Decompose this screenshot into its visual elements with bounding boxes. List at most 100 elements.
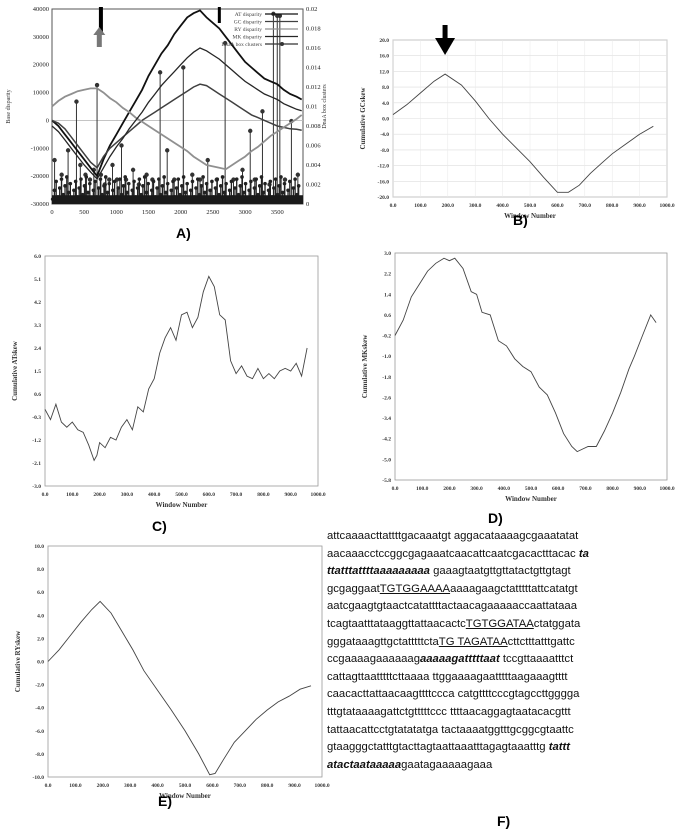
x-axis-title: Window Number bbox=[156, 501, 208, 509]
y-tick-label: 6.0 bbox=[37, 590, 44, 596]
dnaa-peak-marker bbox=[222, 40, 228, 46]
y2-tick-label: 0.01 bbox=[306, 104, 317, 111]
dnaa-minor-marker bbox=[247, 188, 251, 193]
chart-e-content: -10.0 -8.0 -6.0 -4.0 -2.0 0.0 2.0 4.0 6.0 8.0 10.0… bbox=[14, 544, 330, 800]
dnaa-minor-marker bbox=[102, 184, 106, 188]
x-tick-label: 1000.0 bbox=[659, 203, 674, 209]
y-axis-title: Base disparity bbox=[6, 89, 12, 123]
sequence-text: attcaaaacttattttgacaaatgt aggacataaaagcg… bbox=[327, 530, 579, 542]
dnaa-minor-marker bbox=[204, 181, 209, 186]
y-tick-label: -2.6 bbox=[382, 395, 391, 401]
y2-tick-label: 0.018 bbox=[306, 26, 321, 33]
dnaa-minor-marker bbox=[54, 179, 58, 184]
dnaa-minor-marker bbox=[118, 177, 122, 181]
sequence-text: aacaaacctccggcgagaaatcaacattcaatcgacactt… bbox=[327, 547, 579, 560]
sequence-line: cattagttaatttttcttaaaa ttggaaaagaattttta… bbox=[327, 669, 679, 687]
y2-tick-label: 0 bbox=[306, 201, 309, 208]
sequence-line: atactaataaaaagaatagaaaaagaaa bbox=[327, 757, 679, 775]
plot-frame bbox=[394, 252, 668, 481]
skew-line bbox=[394, 257, 657, 453]
marker-top-right bbox=[217, 7, 221, 23]
x-tick-label: 400.0 bbox=[498, 486, 511, 492]
x-tick-label: 800.0 bbox=[261, 783, 274, 789]
dnaa-peak-marker bbox=[119, 143, 124, 148]
sequence-text: gaatagaaaaagaaa bbox=[401, 758, 493, 771]
y-axis-title: Cumulative MKskew bbox=[361, 334, 369, 399]
y-tick-label: 3.3 bbox=[34, 323, 41, 329]
dnaa-minor-marker bbox=[77, 186, 81, 190]
y-axis-title: Cumulative RYskew bbox=[14, 630, 22, 692]
dnaa-minor-marker bbox=[296, 184, 301, 188]
sequence-text: aaaagaagctatttttattcatatgt bbox=[450, 582, 578, 595]
y-tick-label: 30000 bbox=[33, 34, 49, 41]
dnaa-peak-marker bbox=[65, 148, 71, 153]
sequence-line: aatcgaagtgtaactcatattttactaacagaaaaaccaa… bbox=[327, 598, 679, 616]
series-line-ry-disparity bbox=[51, 87, 303, 171]
x-tick-label: 2500 bbox=[206, 209, 219, 215]
arrow-black-shaft bbox=[98, 7, 103, 33]
sequence-line: gggataaagttgctatttttctaTG TAGATAActtcttt… bbox=[327, 634, 679, 652]
dnaa-minor-marker bbox=[243, 181, 248, 186]
dnaa-minor-marker bbox=[160, 184, 165, 188]
dnaa-minor-marker bbox=[263, 181, 267, 186]
dnaa-minor-marker bbox=[123, 175, 128, 179]
dna-sequence: attcaaaacttattttgacaaatgt aggacataaaagcg… bbox=[327, 528, 679, 774]
dnaa-minor-marker bbox=[241, 190, 246, 195]
dnaa-minor-marker bbox=[208, 188, 212, 193]
x-tick-label: 900.0 bbox=[285, 492, 298, 498]
dnaa-minor-marker bbox=[257, 184, 262, 188]
dnaa-minor-marker bbox=[66, 190, 71, 195]
y-tick-label: -5.8 bbox=[382, 478, 391, 484]
sequence-text: ctatggata bbox=[533, 617, 581, 630]
y-tick-label: -8.0 bbox=[35, 752, 44, 758]
y-tick-label: 40000 bbox=[33, 6, 49, 13]
dnaa-minor-marker bbox=[98, 177, 103, 181]
dnaa-minor-marker bbox=[203, 190, 207, 195]
y-tick-label: -3.4 bbox=[382, 416, 391, 422]
y-tick-label: 6.0 bbox=[34, 254, 41, 260]
legend-entry-label: MK disparity bbox=[233, 35, 263, 41]
dnaa-minor-marker bbox=[130, 188, 135, 193]
dnaa-box-underlined: TG TAGATAA bbox=[438, 635, 508, 648]
dnaa-minor-marker bbox=[233, 186, 237, 190]
sequence-motif-bold: tattt bbox=[548, 741, 571, 754]
dnaa-minor-marker bbox=[293, 177, 297, 181]
sequence-text: aatcgaagtgtaactcatattttactaacagaaaaaccaa… bbox=[327, 600, 577, 613]
dnaa-minor-marker bbox=[137, 177, 142, 181]
sequence-motif-bold: atactaataaaaa bbox=[327, 758, 402, 771]
y-tick-label: 1.4 bbox=[384, 292, 391, 298]
dnaa-minor-marker bbox=[111, 188, 115, 193]
y-tick-label: -4.0 bbox=[380, 132, 389, 138]
sequence-line: tttgtataaaagattctgtttttccc ttttaacaggagt… bbox=[327, 704, 679, 722]
sequence-text: ccgaaaagaaaaaag bbox=[327, 653, 420, 666]
sequence-text: gcgaggaat bbox=[327, 582, 380, 595]
x-axis-title: Window Number bbox=[504, 212, 556, 220]
y2-tick-label: 0.016 bbox=[306, 45, 321, 52]
x-tick-label: 0.0 bbox=[42, 492, 49, 498]
sequence-line: tattaacattcctgtatatatga tactaaaatggtttgc… bbox=[327, 722, 679, 740]
y-tick-label: 4.0 bbox=[382, 101, 389, 107]
x-tick-label: 3500 bbox=[271, 209, 284, 215]
y-tick-label: -12.0 bbox=[378, 164, 390, 170]
y-tick-label: 20.0 bbox=[379, 38, 389, 44]
y-tick-label: 1.5 bbox=[34, 369, 41, 375]
dnaa-peak-marker bbox=[181, 65, 186, 70]
y-axis-title: Cumulative GCskew bbox=[359, 87, 367, 150]
dnaa-peak-marker bbox=[130, 167, 136, 173]
dnaa-minor-marker bbox=[252, 186, 257, 190]
sequence-text: tttgtataaaagattctgtttttccc ttttaacaggagt… bbox=[327, 705, 571, 718]
dnaa-minor-marker bbox=[79, 177, 83, 181]
dnaa-minor-marker bbox=[199, 184, 204, 188]
dnaa-minor-marker bbox=[144, 190, 149, 195]
x-tick-label: 3000 bbox=[239, 209, 252, 215]
x-tick-label: 900.0 bbox=[288, 783, 301, 789]
chart-a-peaks bbox=[50, 11, 303, 204]
dnaa-minor-marker bbox=[107, 181, 112, 186]
dnaa-minor-marker bbox=[261, 190, 266, 195]
dnaa-minor-marker bbox=[169, 188, 174, 193]
chart-e: -10.0 -8.0 -6.0 -4.0 -2.0 0.0 2.0 4.0 6.0 8.0 10.0… bbox=[14, 544, 330, 800]
dnaa-peak-marker bbox=[240, 167, 245, 173]
y-tick-label: 0.0 bbox=[37, 660, 44, 666]
y-tick-label: -0.2 bbox=[382, 334, 391, 340]
